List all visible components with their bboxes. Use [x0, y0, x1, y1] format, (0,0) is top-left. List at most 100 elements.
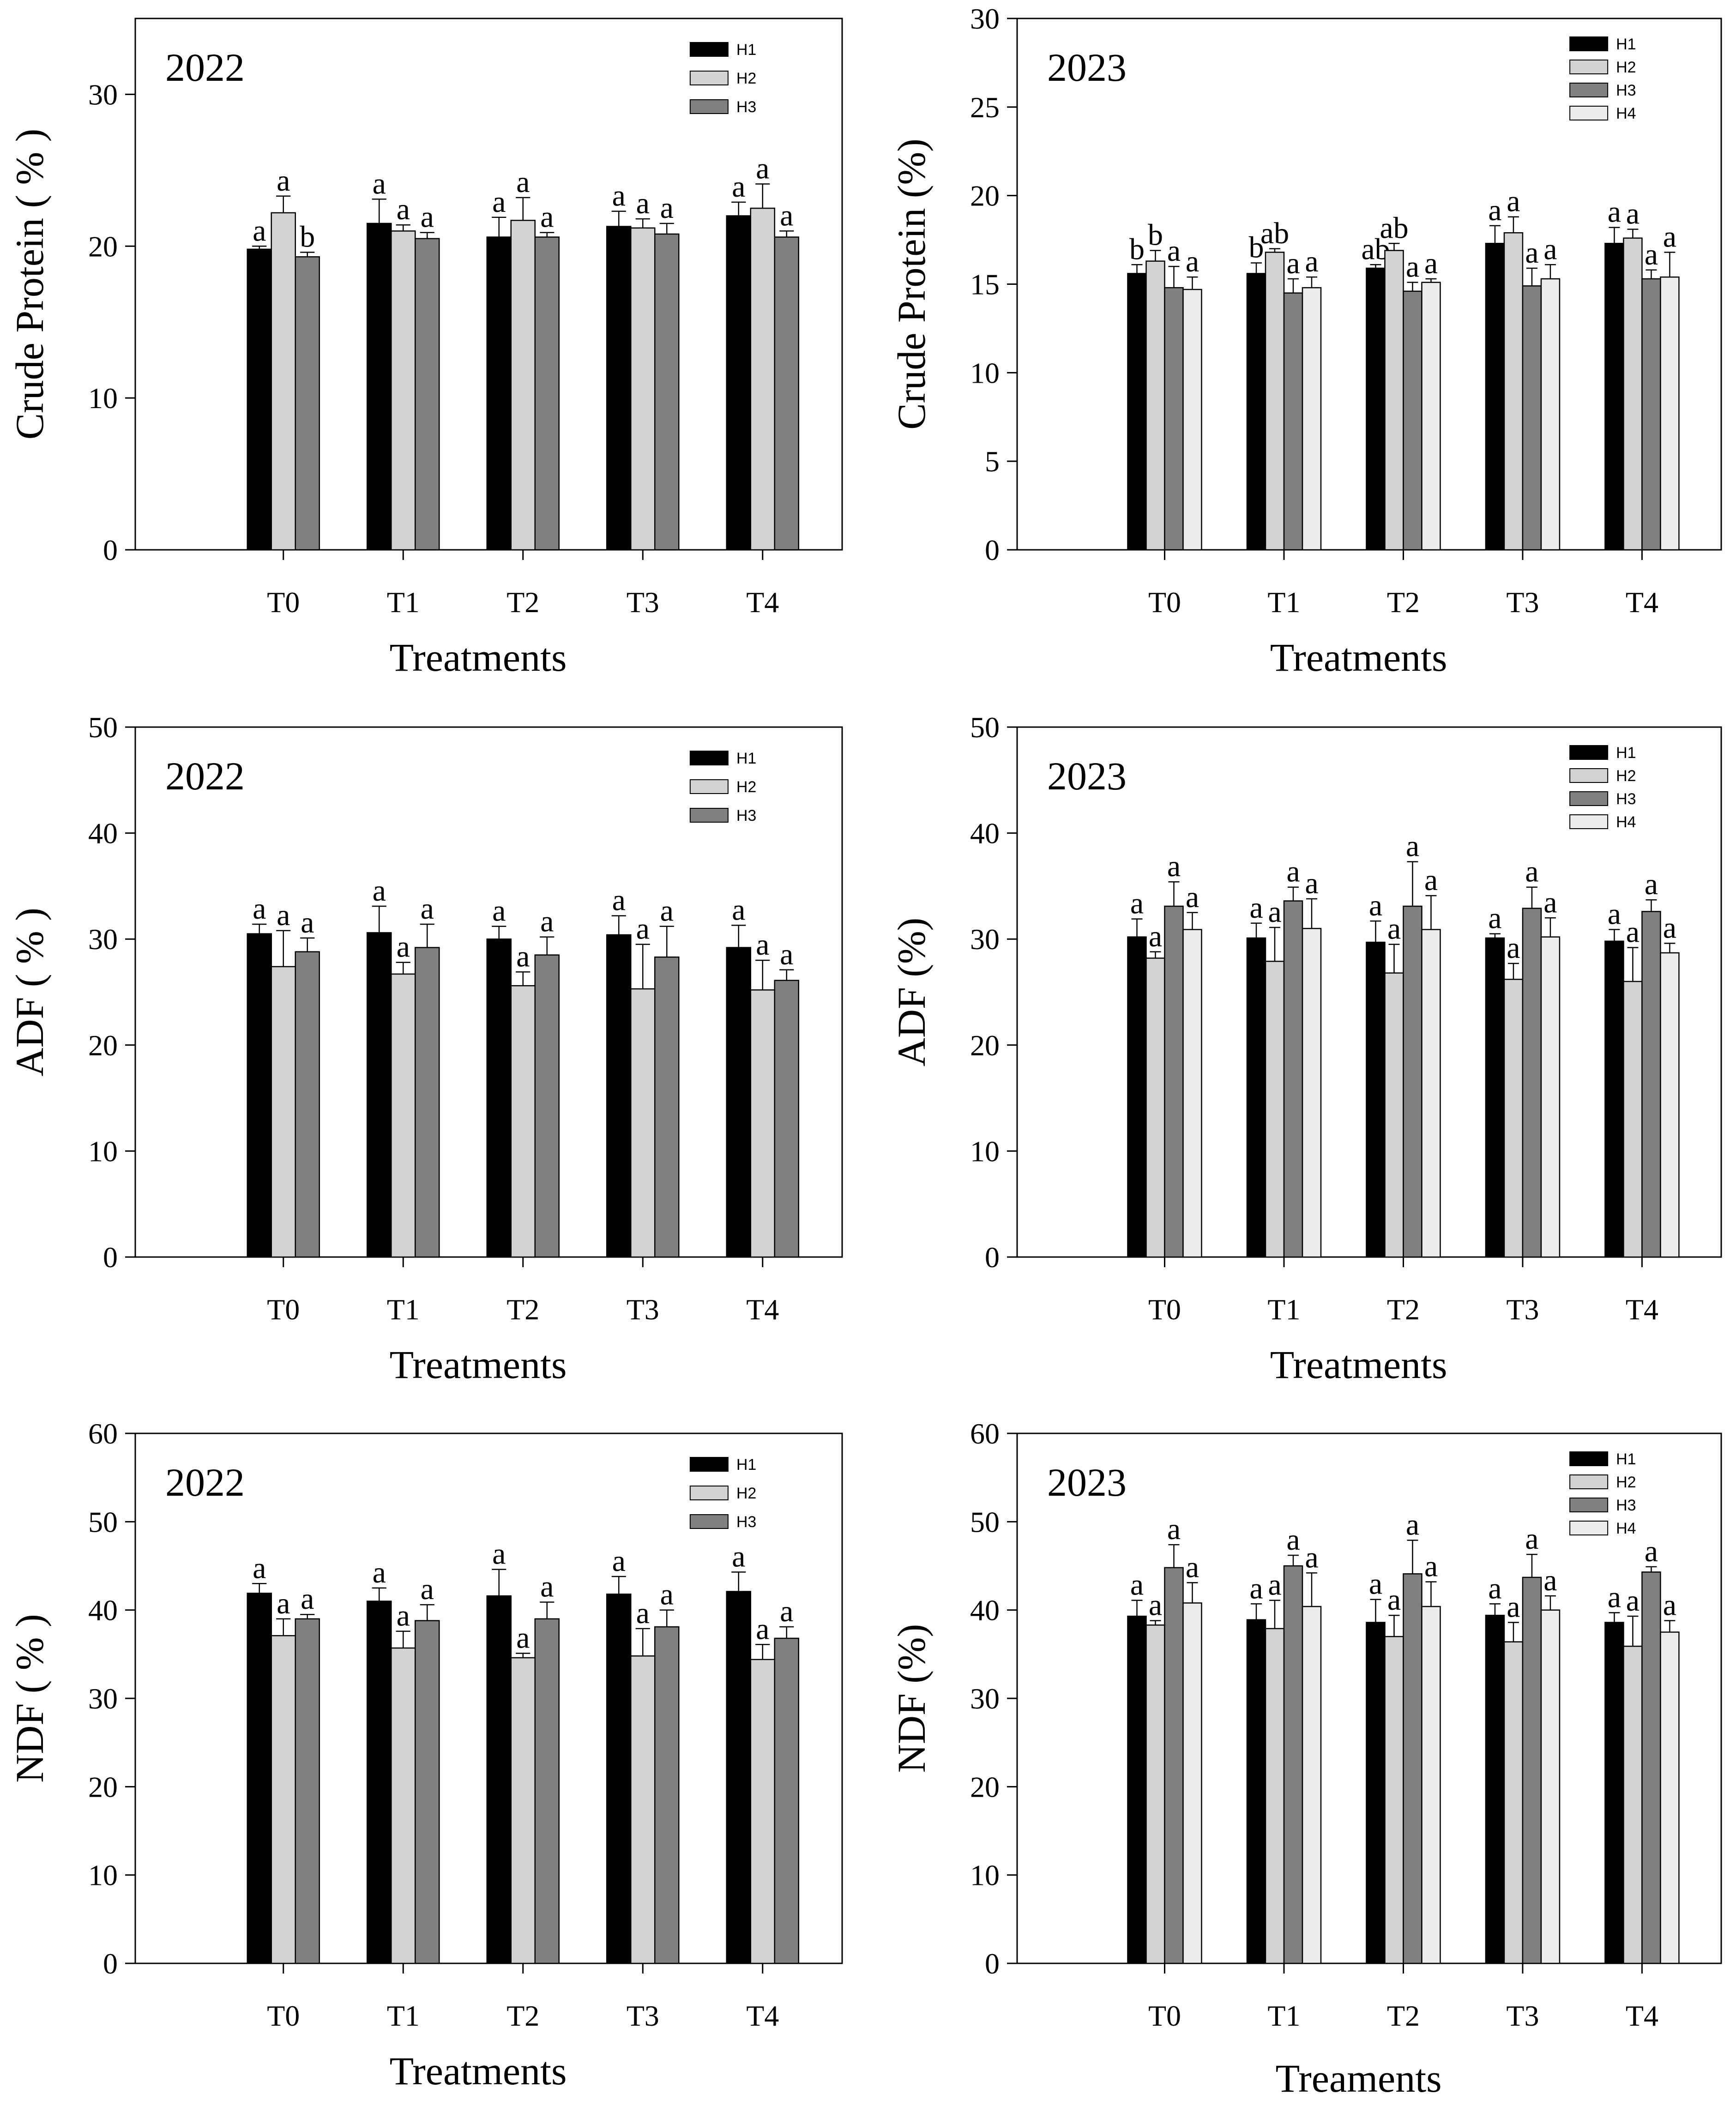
significance-letter: a [1645, 1534, 1658, 1568]
bar-h1-t0 [1127, 936, 1147, 1258]
legend-swatch-h2 [689, 1486, 729, 1500]
y-tick-label: 30 [970, 1682, 1000, 1715]
significance-letter: a [540, 1570, 554, 1603]
bar-h4-t3 [1540, 278, 1561, 551]
x-tick-label: T3 [1506, 1999, 1539, 2032]
bar-h1-t1 [366, 932, 392, 1258]
significance-letter: a [732, 170, 745, 204]
significance-letter: a [1186, 880, 1199, 914]
legend-label-h1: H1 [1616, 36, 1636, 53]
legend-label-h1: H1 [736, 750, 756, 767]
significance-letter: a [1406, 830, 1419, 863]
bar-h2-t3 [1503, 979, 1524, 1258]
x-tick-label: T1 [1267, 586, 1300, 619]
y-tick-label: 0 [103, 1947, 118, 1980]
legend-swatch-h3 [689, 808, 729, 823]
bar-h3-t0 [1164, 905, 1184, 1258]
significance-letter: a [516, 165, 530, 199]
significance-letter: a [1249, 891, 1263, 925]
significance-letter: a [277, 164, 290, 198]
x-tick-label: T4 [1626, 1293, 1658, 1326]
panel-title: 2022 [165, 754, 245, 798]
significance-letter: a [421, 892, 434, 926]
bar-h3-t0 [295, 951, 320, 1258]
legend-label-h2: H2 [736, 778, 756, 796]
x-tick-label: T0 [267, 1999, 300, 2032]
legend-swatch-h1 [1569, 36, 1609, 51]
significance-letter: a [421, 1572, 434, 1606]
x-tick-label: T0 [1148, 1293, 1181, 1326]
significance-letter: a [1424, 1549, 1438, 1583]
y-tick-label: 20 [88, 1770, 118, 1803]
bar-h1-t1 [1246, 937, 1266, 1258]
bar-h2-t1 [390, 973, 416, 1258]
panel-title: 2022 [165, 45, 245, 90]
y-axis-label: Crude Protein (%) [889, 138, 934, 430]
significance-letter: a [1626, 915, 1640, 949]
y-tick-label: 40 [970, 817, 1000, 850]
y-tick-label: 15 [970, 268, 1000, 301]
x-axis-label: Treatments [1270, 635, 1447, 680]
bar-h4-t0 [1182, 929, 1202, 1258]
y-tick-label: 25 [970, 91, 1000, 124]
bar-h4-t1 [1302, 927, 1322, 1258]
bar-h1-t3 [606, 226, 632, 551]
x-tick-label: T1 [387, 1293, 420, 1326]
bar-h1-t4 [726, 215, 752, 551]
significance-letter: a [1507, 185, 1520, 218]
significance-letter: a [1424, 863, 1438, 897]
bar-h1-t0 [247, 1593, 272, 1964]
y-tick-label: 60 [970, 1417, 1000, 1450]
significance-letter: a [1626, 197, 1640, 231]
significance-letter: a [660, 894, 674, 928]
bar-h2-t4 [750, 207, 776, 551]
y-tick-label: 50 [88, 711, 118, 744]
bar-h2-t3 [1503, 1641, 1524, 1964]
bar-h3-t1 [414, 1620, 440, 1964]
y-tick-label: 40 [88, 1594, 118, 1627]
bar-h1-t2 [1366, 941, 1386, 1258]
bar-h1-t3 [1485, 243, 1505, 551]
bar-h2-t1 [1265, 1628, 1285, 1964]
significance-letter: a [1286, 855, 1300, 889]
x-tick-label: T2 [506, 1293, 539, 1326]
y-axis-label: NDF ( % ) [7, 1614, 52, 1782]
legend-swatch-h3 [1569, 1498, 1609, 1512]
legend-swatch-h1 [1569, 1451, 1609, 1466]
significance-letter: a [492, 185, 506, 219]
bar-h2-t3 [630, 1655, 656, 1964]
bar-h4-t4 [1660, 952, 1680, 1258]
bar-h1-t0 [247, 248, 272, 551]
significance-letter: a [1608, 1580, 1621, 1614]
significance-letter: ab [1260, 217, 1289, 250]
bar-h1-t1 [1246, 1619, 1266, 1964]
bar-h4-t2 [1421, 282, 1441, 551]
significance-letter: a [1249, 1571, 1263, 1605]
y-axis-label: ADF ( % ) [7, 908, 52, 1076]
significance-letter: a [1488, 902, 1501, 935]
bar-h2-t1 [390, 230, 416, 551]
bar-h3-t4 [1641, 278, 1661, 551]
significance-letter: a [1186, 1550, 1199, 1584]
bar-h3-t2 [534, 236, 560, 551]
legend-label-h3: H3 [1616, 1497, 1636, 1514]
x-tick-label: T1 [1267, 1293, 1300, 1326]
significance-letter: a [1387, 1583, 1401, 1617]
bar-h3-t1 [414, 238, 440, 551]
y-tick-label: 20 [88, 1029, 118, 1062]
significance-letter: a [1626, 1584, 1640, 1618]
x-axis-label: Treatments [390, 1342, 567, 1387]
x-axis-label: Treatments [390, 2049, 567, 2093]
bar-h3-t2 [1403, 1573, 1423, 1964]
significance-letter: a [1369, 889, 1382, 922]
significance-letter: a [1387, 912, 1401, 946]
significance-letter: a [1663, 1589, 1676, 1622]
significance-letter: a [1424, 247, 1438, 280]
significance-letter: a [516, 939, 530, 973]
y-tick-label: 30 [88, 1682, 118, 1715]
bar-h3-t1 [1283, 292, 1303, 551]
significance-letter: a [373, 167, 386, 200]
